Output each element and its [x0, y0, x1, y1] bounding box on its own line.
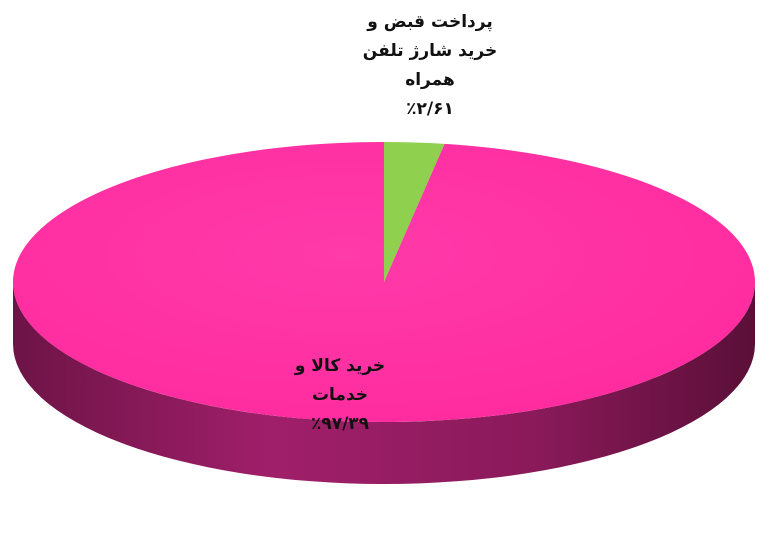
slice-value-label: ٪۹۷/۳۹: [310, 414, 370, 434]
pie-slice-0: [384, 142, 445, 282]
pie-side-band: [13, 282, 755, 484]
pie-slice-1: [13, 142, 756, 422]
slice-value-label: ٪۲/۶۱: [406, 99, 454, 119]
slice-label-line: پرداخت قبض و: [367, 12, 493, 32]
slice-label-line: خرید شارژ تلفن: [362, 41, 498, 61]
slice-label-bill-payment: پرداخت قبض و خرید شارژ تلفن همراه ٪۲/۶۱: [320, 8, 540, 124]
slice-label-line: خدمات: [311, 385, 369, 405]
pie-side-wall: [13, 282, 755, 484]
slice-label-line: خرید کالا و: [294, 356, 386, 376]
slice-label-line: همراه: [405, 70, 455, 90]
pie-top-surface: [13, 142, 756, 422]
slice-label-goods-services: خرید کالا و خدمات ٪۹۷/۳۹: [230, 352, 450, 439]
